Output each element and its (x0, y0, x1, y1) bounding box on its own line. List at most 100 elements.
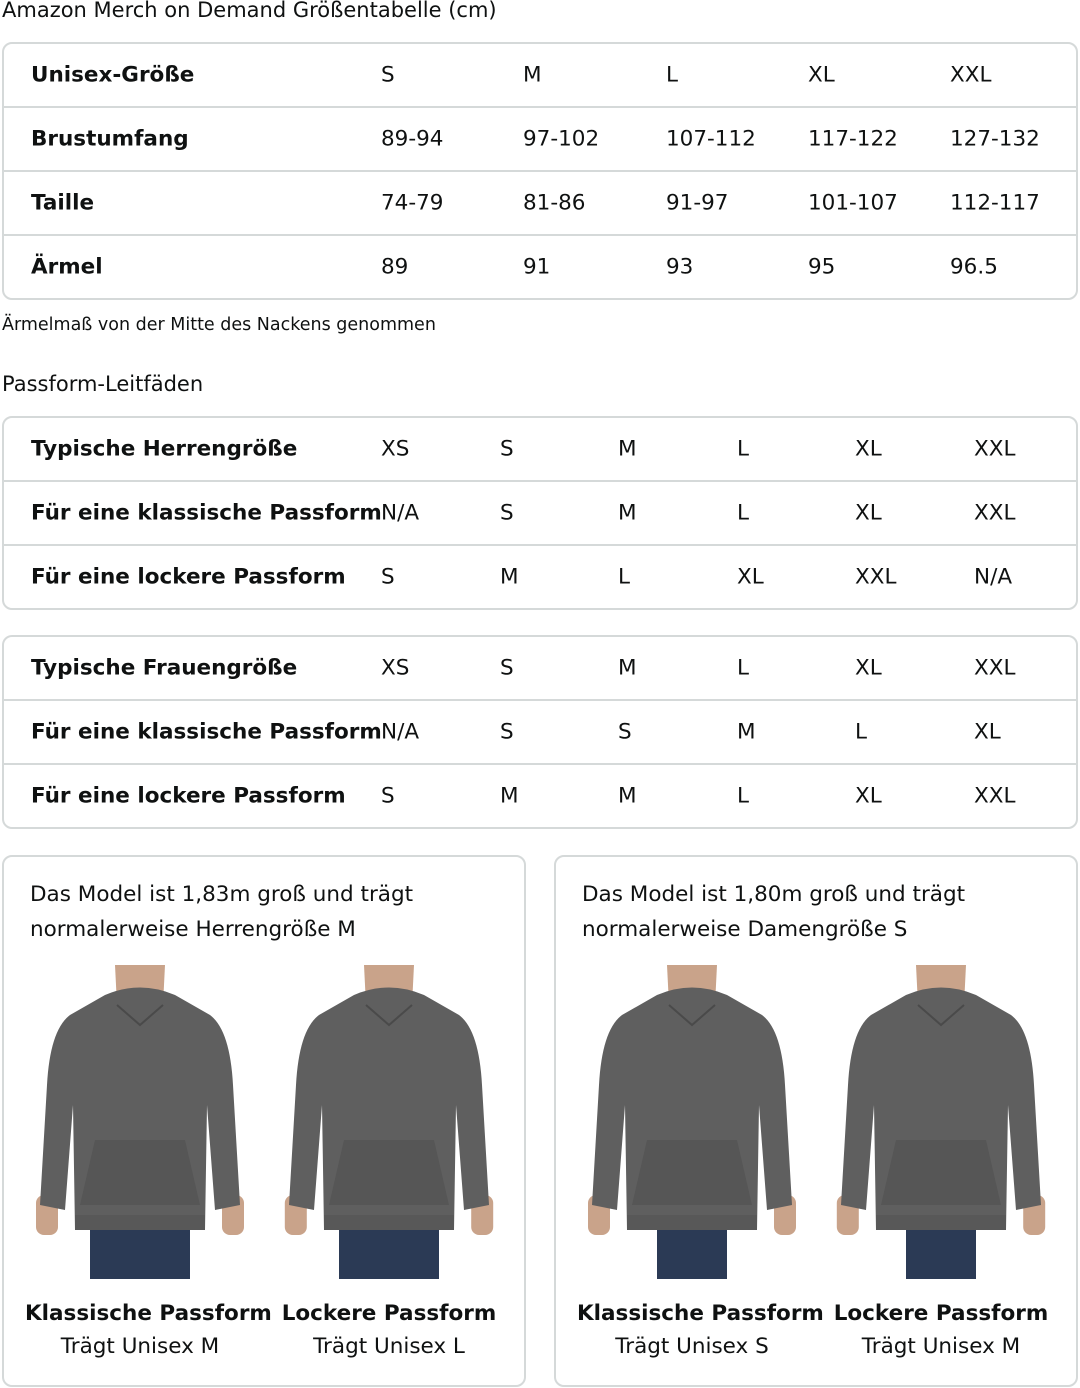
table-cell: L (737, 500, 749, 526)
table-cell: 93 (666, 254, 694, 280)
table-cell: 89-94 (381, 126, 444, 152)
model-description: Das Model ist 1,80m groß und trägt norma… (582, 882, 966, 942)
table-cell: XL (737, 564, 764, 590)
table-cell: N/A (381, 719, 420, 745)
fit-size: Trägt Unisex M (861, 1334, 1021, 1359)
men-model-card: Das Model ist 1,83m groß und trägt norma… (2, 855, 526, 1387)
table-cell: XS (381, 655, 410, 681)
row-label: Für eine klassische Passform (31, 500, 382, 526)
table-cell: 96.5 (950, 254, 998, 280)
table-cell: XL (974, 719, 1001, 745)
table-cell: M (618, 783, 637, 809)
table-cell: L (618, 564, 630, 590)
size-table: Unisex-Größe S M L XL XXL Brustumfang 89-94 97-1… (2, 42, 1078, 300)
table-row: Typische Herrengröße XS S M L XL XXL (4, 418, 1076, 480)
table-row: Für eine lockere Passform S M M L XL XXL (4, 763, 1076, 827)
table-row: Ärmel 89 91 93 95 96.5 (4, 234, 1076, 298)
table-cell: 117-122 (808, 126, 898, 152)
hoodie-model-image (588, 965, 796, 1279)
table-cell: L (855, 719, 867, 745)
table-cell: M (618, 436, 637, 462)
model-description: Das Model ist 1,83m groß und trägt norma… (30, 882, 414, 942)
women-fit-table: Typische Frauengröße XS S M L XL XXL Für eine k… (2, 635, 1078, 829)
row-label: Typische Frauengröße (31, 655, 298, 681)
table-cell: S (618, 719, 632, 745)
table-cell: XXL (974, 655, 1016, 681)
table-cell: XXL (950, 62, 992, 88)
loose-fit-figure: Lockere Passform Trägt Unisex L (274, 965, 504, 1359)
table-cell: 89 (381, 254, 409, 280)
fit-title: Klassische Passform (577, 1301, 824, 1326)
fit-size: Trägt Unisex L (313, 1334, 465, 1359)
fit-size: Trägt Unisex M (60, 1334, 220, 1359)
fit-title: Lockere Passform (833, 1301, 1049, 1326)
table-cell: 127-132 (950, 126, 1040, 152)
women-model-card: Das Model ist 1,80m groß und trägt norma… (554, 855, 1078, 1387)
table-cell: L (737, 783, 749, 809)
table-cell: XL (855, 500, 882, 526)
table-cell: M (737, 719, 756, 745)
table-cell: M (523, 62, 542, 88)
table-cell: XXL (974, 436, 1016, 462)
row-label: Unisex-Größe (31, 62, 195, 88)
fit-title: Klassische Passform (25, 1301, 272, 1326)
table-cell: 101-107 (808, 190, 898, 216)
table-row: Unisex-Größe S M L XL XXL (4, 44, 1076, 106)
table-cell: XL (855, 783, 882, 809)
table-cell: L (737, 436, 749, 462)
table-cell: S (381, 564, 395, 590)
men-fit-table: Typische Herrengröße XS S M L XL XXL Für eine k… (2, 416, 1078, 610)
table-cell: S (381, 62, 395, 88)
fit-size: Trägt Unisex S (615, 1334, 769, 1359)
table-cell: S (381, 783, 395, 809)
loose-fit-figure: Lockere Passform Trägt Unisex M (826, 965, 1056, 1359)
row-label: Für eine klassische Passform (31, 719, 382, 745)
hoodie-model-image (836, 965, 1046, 1279)
table-cell: XL (855, 655, 882, 681)
table-cell: XXL (855, 564, 897, 590)
fit-title: Lockere Passform (281, 1301, 497, 1326)
table-cell: 97-102 (523, 126, 600, 152)
table-row: Für eine lockere Passform S M L XL XXL N/A (4, 544, 1076, 608)
table-row: Für eine klassische Passform N/A S M L XL XXL (4, 480, 1076, 544)
row-label: Typische Herrengröße (31, 436, 298, 462)
row-label: Für eine lockere Passform (31, 564, 346, 590)
page-title: Amazon Merch on Demand Größentabelle (cm… (2, 0, 497, 22)
table-cell: XL (855, 436, 882, 462)
table-cell: S (500, 500, 514, 526)
table-cell: M (618, 500, 637, 526)
sleeve-note: Ärmelmaß von der Mitte des Nackens genom… (2, 315, 436, 335)
classic-fit-figure: Klassische Passform Trägt Unisex S (577, 965, 824, 1359)
row-label: Ärmel (31, 254, 103, 280)
table-cell: S (500, 719, 514, 745)
table-row: Brustumfang 89-94 97-102 107-112 117-122 127-… (4, 106, 1076, 170)
hoodie-model-image (36, 965, 244, 1279)
table-cell: 74-79 (381, 190, 444, 216)
table-cell: XS (381, 436, 410, 462)
classic-fit-figure: Klassische Passform Trägt Unisex M (25, 965, 272, 1359)
table-cell: 91 (523, 254, 551, 280)
table-cell: N/A (381, 500, 420, 526)
table-row: Für eine klassische Passform N/A S S M L XL (4, 699, 1076, 763)
table-row: Typische Frauengröße XS S M L XL XXL (4, 637, 1076, 699)
fit-heading: Passform-Leitfäden (2, 372, 204, 396)
row-label: Taille (31, 190, 95, 216)
table-cell: 91-97 (666, 190, 729, 216)
table-row: Taille 74-79 81-86 91-97 101-107 112-117 (4, 170, 1076, 234)
table-cell: N/A (974, 564, 1013, 590)
table-cell: M (500, 564, 519, 590)
table-cell: M (500, 783, 519, 809)
row-label: Für eine lockere Passform (31, 783, 346, 809)
table-cell: 95 (808, 254, 836, 280)
table-cell: XL (808, 62, 835, 88)
table-cell: 107-112 (666, 126, 756, 152)
table-cell: S (500, 655, 514, 681)
table-cell: 81-86 (523, 190, 586, 216)
table-cell: L (666, 62, 678, 88)
table-cell: S (500, 436, 514, 462)
table-cell: M (618, 655, 637, 681)
table-cell: XXL (974, 500, 1016, 526)
table-cell: L (737, 655, 749, 681)
table-cell: XXL (974, 783, 1016, 809)
table-cell: 112-117 (950, 190, 1040, 216)
